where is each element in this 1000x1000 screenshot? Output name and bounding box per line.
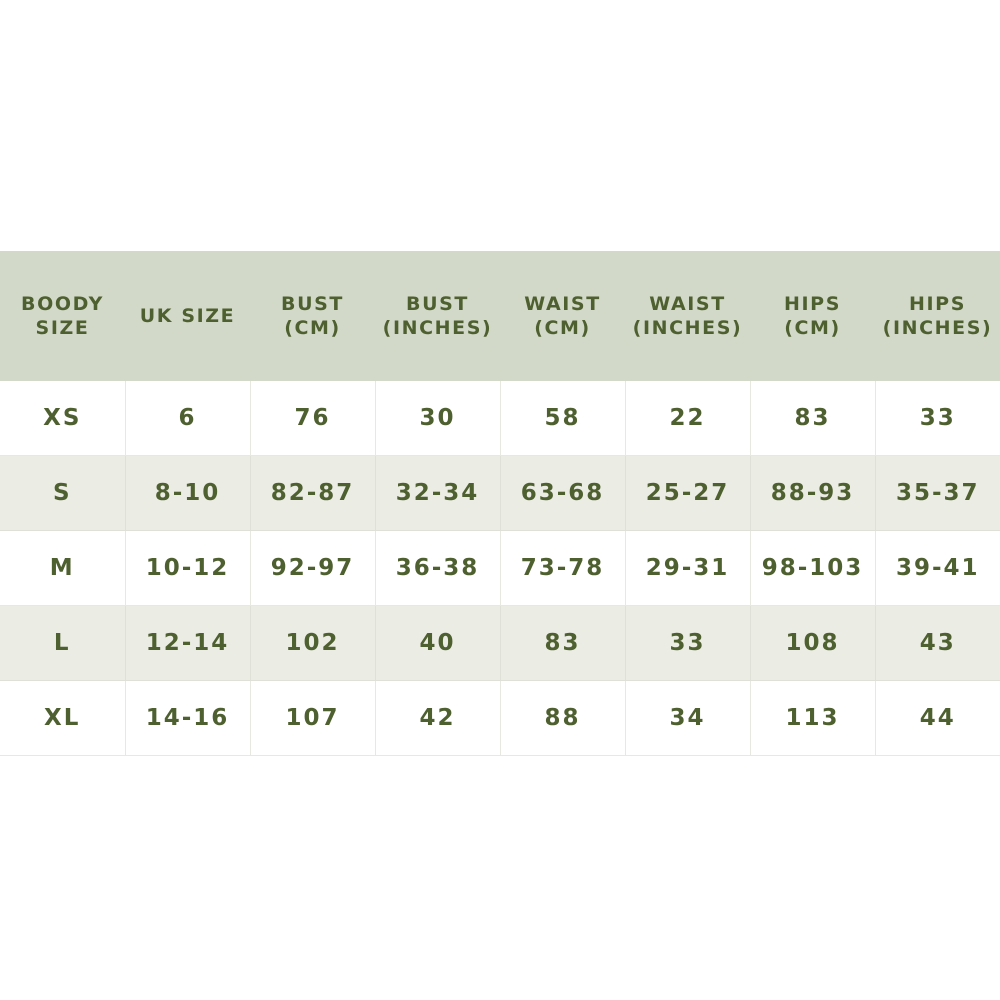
table-row: XS 6 76 30 58 22 83 33 — [0, 381, 1000, 456]
cell-size: XS — [0, 381, 126, 456]
cell-uk-size: 6 — [125, 381, 251, 456]
cell-hips-cm: 88-93 — [750, 455, 876, 531]
size-chart-table: BOODY SIZE UK SIZE BUST (CM) BUST (INCHE… — [0, 251, 1000, 756]
header-row: BOODY SIZE UK SIZE BUST (CM) BUST (INCHE… — [0, 251, 1000, 381]
cell-bust-inches: 42 — [375, 680, 501, 756]
column-header-uk-size: UK SIZE — [139, 304, 236, 327]
table-body: XS 6 76 30 58 22 83 33 S 8-10 82-87 32-3… — [0, 381, 1000, 756]
cell-waist-inches: 22 — [625, 381, 751, 456]
table-row: L 12-14 102 40 83 33 108 43 — [0, 605, 1000, 681]
column-header-waist-cm: WAIST (CM) — [524, 292, 601, 339]
cell-uk-size: 14-16 — [125, 680, 251, 756]
table-header: BOODY SIZE UK SIZE BUST (CM) BUST (INCHE… — [0, 251, 1000, 381]
cell-bust-cm: 102 — [250, 605, 376, 681]
cell-uk-size: 12-14 — [125, 605, 251, 681]
cell-bust-inches: 36-38 — [375, 530, 501, 606]
cell-size: XL — [0, 680, 126, 756]
cell-bust-inches: 32-34 — [375, 455, 501, 531]
cell-waist-inches: 33 — [625, 605, 751, 681]
column-header-bust-inches: BUST (INCHES) — [382, 292, 493, 339]
cell-bust-inches: 40 — [375, 605, 501, 681]
cell-waist-inches: 25-27 — [625, 455, 751, 531]
cell-waist-cm: 73-78 — [500, 530, 626, 606]
cell-bust-cm: 92-97 — [250, 530, 376, 606]
cell-size: S — [0, 455, 126, 531]
table-row: S 8-10 82-87 32-34 63-68 25-27 88-93 35-… — [0, 455, 1000, 531]
cell-waist-inches: 29-31 — [625, 530, 751, 606]
cell-waist-cm: 58 — [500, 381, 626, 456]
cell-bust-inches: 30 — [375, 381, 501, 456]
cell-hips-cm: 83 — [750, 381, 876, 456]
cell-hips-inches: 35-37 — [875, 455, 1000, 531]
column-header-bust-cm: BUST (CM) — [281, 292, 344, 339]
column-header-boody-size: BOODY SIZE — [21, 292, 104, 339]
cell-bust-cm: 76 — [250, 381, 376, 456]
cell-hips-cm: 113 — [750, 680, 876, 756]
cell-hips-inches: 33 — [875, 381, 1000, 456]
cell-hips-cm: 98-103 — [750, 530, 876, 606]
cell-waist-cm: 83 — [500, 605, 626, 681]
column-header-hips-cm: HIPS (CM) — [784, 292, 841, 339]
cell-uk-size: 8-10 — [125, 455, 251, 531]
cell-size: L — [0, 605, 126, 681]
cell-bust-cm: 82-87 — [250, 455, 376, 531]
size-chart-container: BOODY SIZE UK SIZE BUST (CM) BUST (INCHE… — [0, 251, 1000, 756]
cell-size: M — [0, 530, 126, 606]
cell-hips-cm: 108 — [750, 605, 876, 681]
cell-waist-inches: 34 — [625, 680, 751, 756]
cell-hips-inches: 39-41 — [875, 530, 1000, 606]
cell-waist-cm: 63-68 — [500, 455, 626, 531]
cell-hips-inches: 44 — [875, 680, 1000, 756]
cell-waist-cm: 88 — [500, 680, 626, 756]
table-row: M 10-12 92-97 36-38 73-78 29-31 98-103 3… — [0, 530, 1000, 606]
cell-uk-size: 10-12 — [125, 530, 251, 606]
table-row: XL 14-16 107 42 88 34 113 44 — [0, 680, 1000, 756]
column-header-waist-inches: WAIST (INCHES) — [632, 292, 743, 339]
cell-hips-inches: 43 — [875, 605, 1000, 681]
cell-bust-cm: 107 — [250, 680, 376, 756]
column-header-hips-inches: HIPS (INCHES) — [882, 292, 993, 339]
